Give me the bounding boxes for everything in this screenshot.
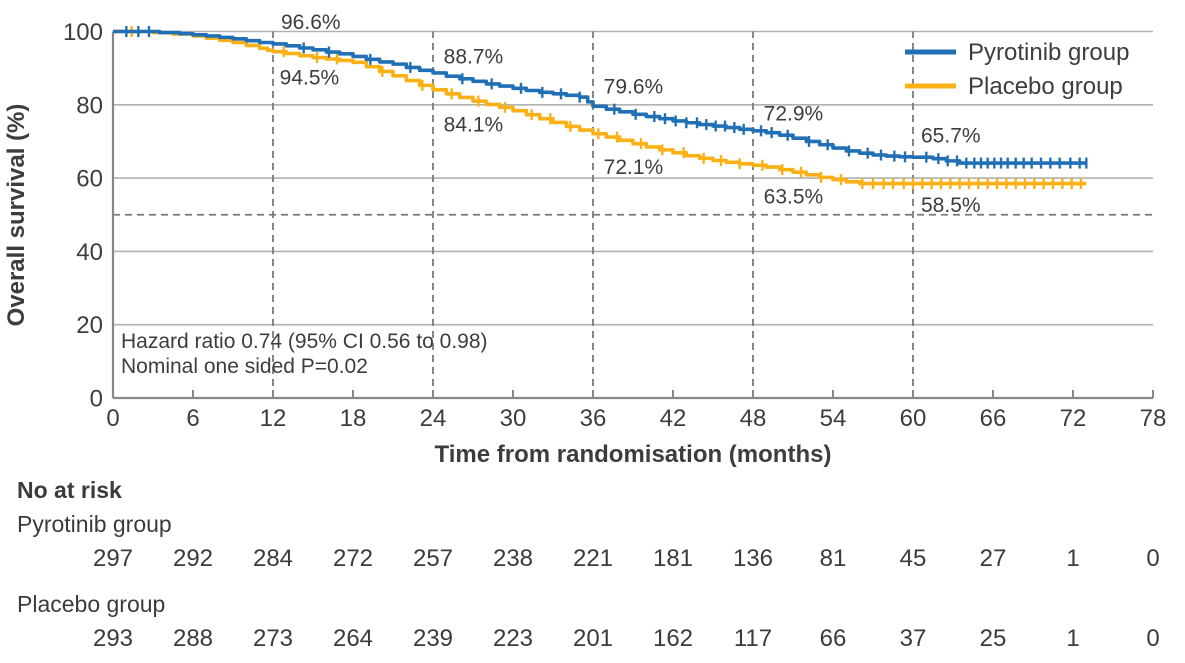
risk-count: 0	[1146, 625, 1160, 652]
p-value-note: Nominal one sided P=0.02	[121, 355, 368, 378]
risk-count: 239	[412, 625, 454, 652]
risk-count: 81	[819, 545, 847, 572]
risk-count: 66	[819, 625, 847, 652]
x-axis-title: Time from randomisation (months)	[435, 441, 832, 468]
y-tick-label: 40	[76, 239, 103, 266]
risk-count: 37	[899, 625, 927, 652]
x-tick-label: 36	[580, 405, 607, 432]
risk-count: 292	[172, 545, 214, 572]
risk-count: 201	[572, 625, 614, 652]
risk-count: 284	[252, 545, 294, 572]
risk-count: 181	[652, 545, 694, 572]
risk-count: 1	[1066, 545, 1080, 572]
x-tick-label: 42	[660, 405, 687, 432]
x-tick-label: 66	[980, 405, 1007, 432]
risk-row-label-pyrotinib: Pyrotinib group	[17, 511, 172, 537]
risk-row-label-placebo: Placebo group	[17, 591, 166, 617]
risk-count: 27	[979, 545, 1007, 572]
x-tick-label: 24	[420, 405, 447, 432]
survival-annotation: 96.6%	[281, 11, 341, 34]
risk-count: 221	[572, 545, 614, 572]
risk-count: 257	[412, 545, 454, 572]
risk-count: 297	[92, 545, 134, 572]
x-tick-label: 30	[500, 405, 527, 432]
survival-annotation: 84.1%	[444, 114, 504, 137]
x-tick-label: 0	[106, 405, 119, 432]
y-tick-label: 60	[76, 166, 103, 193]
risk-count: 272	[332, 545, 374, 572]
survival-annotation: 72.1%	[604, 156, 664, 179]
x-tick-label: 78	[1140, 405, 1167, 432]
x-tick-label: 54	[820, 405, 847, 432]
y-tick-label: 0	[90, 386, 103, 413]
km-curve-placebo	[113, 29, 1087, 186]
km-chart: 0 6 12 18 24 30 36 42 48 54 60 66 72 78 0 20 40 60 80 100 Ti…	[3, 11, 1167, 468]
y-tick-label: 80	[76, 92, 103, 119]
x-tick-label: 6	[186, 405, 199, 432]
risk-count: 45	[899, 545, 927, 572]
legend-label-pyrotinib: Pyrotinib group	[968, 39, 1129, 66]
risk-count: 162	[652, 625, 694, 652]
x-tick-label: 18	[340, 405, 367, 432]
x-tick-label: 60	[900, 405, 927, 432]
survival-annotation: 88.7%	[444, 45, 504, 68]
risk-count: 25	[979, 625, 1007, 652]
risk-count: 117	[733, 625, 773, 652]
km-curve-pyrotinib	[113, 29, 1087, 165]
survival-annotation: 63.5%	[764, 185, 824, 208]
survival-annotation: 79.6%	[604, 75, 664, 98]
risk-count: 0	[1146, 545, 1160, 572]
risk-count: 288	[172, 625, 214, 652]
y-axis-title: Overall survival (%)	[3, 104, 30, 327]
risk-table-title: No at risk	[17, 477, 122, 503]
x-tick-label: 12	[260, 405, 287, 432]
y-tick-label: 100	[63, 19, 103, 46]
risk-count: 273	[252, 625, 294, 652]
risk-count: 238	[492, 545, 534, 572]
risk-count: 293	[92, 625, 134, 652]
x-tick-label: 72	[1060, 405, 1087, 432]
survival-annotation: 94.5%	[280, 67, 340, 90]
hazard-ratio-note: Hazard ratio 0.74 (95% CI 0.56 to 0.98)	[121, 330, 488, 353]
survival-annotation: 72.9%	[764, 103, 824, 126]
legend-label-placebo: Placebo group	[968, 73, 1123, 100]
risk-count: 1	[1066, 625, 1080, 652]
risk-count: 264	[332, 625, 374, 652]
risk-count: 136	[732, 545, 774, 572]
y-tick-label: 20	[76, 312, 103, 339]
survival-annotation: 65.7%	[921, 125, 981, 148]
survival-annotation: 58.5%	[921, 194, 981, 217]
risk-count: 223	[492, 625, 534, 652]
x-tick-label: 48	[740, 405, 767, 432]
